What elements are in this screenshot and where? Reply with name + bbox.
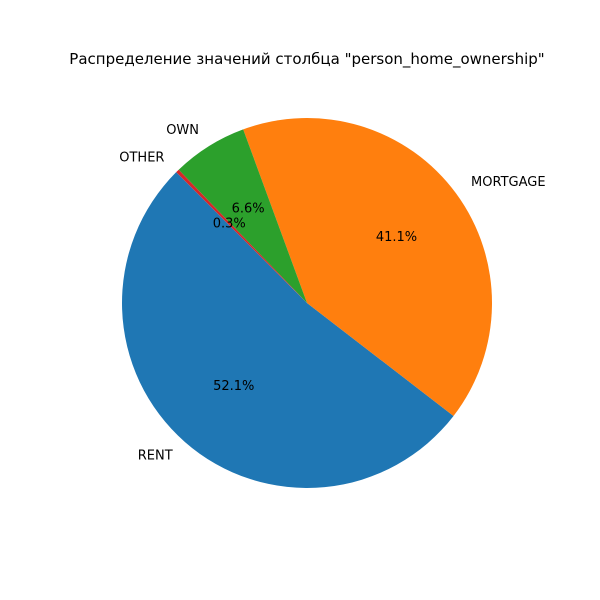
slice-label-mortgage: MORTGAGE (471, 175, 546, 190)
pie-slice-mortgage (243, 117, 493, 416)
slice-label-own: OWN (166, 123, 199, 138)
slice-percent-rent: 52.1% (213, 379, 254, 394)
slice-percent-own: 6.6% (232, 201, 265, 216)
pie-slices (122, 117, 493, 488)
pie-slice-own (178, 129, 307, 303)
pie-slice-rent (122, 172, 454, 488)
slice-percent-other: 0.3% (213, 216, 246, 231)
pie-slice-other (176, 169, 307, 303)
slice-label-other: OTHER (119, 150, 164, 165)
chart-title: Распределение значений столбца "person_h… (69, 50, 544, 69)
slice-percent-mortgage: 41.1% (376, 230, 417, 245)
slice-label-rent: RENT (138, 448, 173, 463)
pie-labels: RENT 52.1% MORTGAGE 41.1% OWN 6.6% OTHER 0.3% (119, 123, 545, 463)
